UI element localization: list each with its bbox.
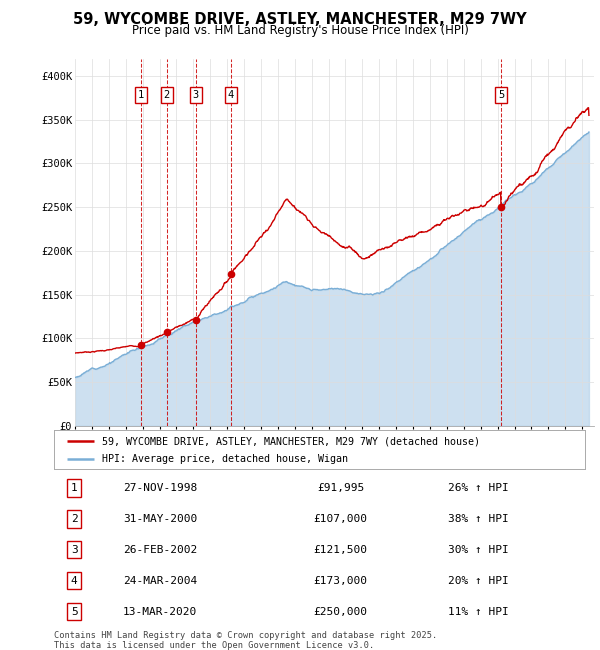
Text: Contains HM Land Registry data © Crown copyright and database right 2025.
This d: Contains HM Land Registry data © Crown c… [54, 630, 437, 650]
Text: 20% ↑ HPI: 20% ↑ HPI [448, 576, 509, 586]
Text: £173,000: £173,000 [314, 576, 368, 586]
Text: 1: 1 [138, 90, 144, 100]
Text: 27-NOV-1998: 27-NOV-1998 [123, 483, 197, 493]
Text: 30% ↑ HPI: 30% ↑ HPI [448, 545, 509, 555]
Text: 5: 5 [498, 90, 504, 100]
Text: 1: 1 [71, 483, 77, 493]
Text: 3: 3 [71, 545, 77, 555]
Text: 4: 4 [228, 90, 234, 100]
Text: 11% ↑ HPI: 11% ↑ HPI [448, 607, 509, 617]
Text: £107,000: £107,000 [314, 514, 368, 524]
Text: 26% ↑ HPI: 26% ↑ HPI [448, 483, 509, 493]
Text: 2: 2 [71, 514, 77, 524]
Text: 31-MAY-2000: 31-MAY-2000 [123, 514, 197, 524]
Text: 13-MAR-2020: 13-MAR-2020 [123, 607, 197, 617]
Text: £91,995: £91,995 [317, 483, 364, 493]
Text: 38% ↑ HPI: 38% ↑ HPI [448, 514, 509, 524]
Text: 24-MAR-2004: 24-MAR-2004 [123, 576, 197, 586]
Text: 2: 2 [164, 90, 170, 100]
Text: 59, WYCOMBE DRIVE, ASTLEY, MANCHESTER, M29 7WY (detached house): 59, WYCOMBE DRIVE, ASTLEY, MANCHESTER, M… [102, 436, 480, 446]
Text: £121,500: £121,500 [314, 545, 368, 555]
Text: £250,000: £250,000 [314, 607, 368, 617]
Text: 59, WYCOMBE DRIVE, ASTLEY, MANCHESTER, M29 7WY: 59, WYCOMBE DRIVE, ASTLEY, MANCHESTER, M… [73, 12, 527, 27]
Text: 26-FEB-2002: 26-FEB-2002 [123, 545, 197, 555]
Text: HPI: Average price, detached house, Wigan: HPI: Average price, detached house, Wiga… [102, 454, 348, 464]
Text: 5: 5 [71, 607, 77, 617]
Text: Price paid vs. HM Land Registry's House Price Index (HPI): Price paid vs. HM Land Registry's House … [131, 24, 469, 37]
Text: 4: 4 [71, 576, 77, 586]
Text: 3: 3 [193, 90, 199, 100]
